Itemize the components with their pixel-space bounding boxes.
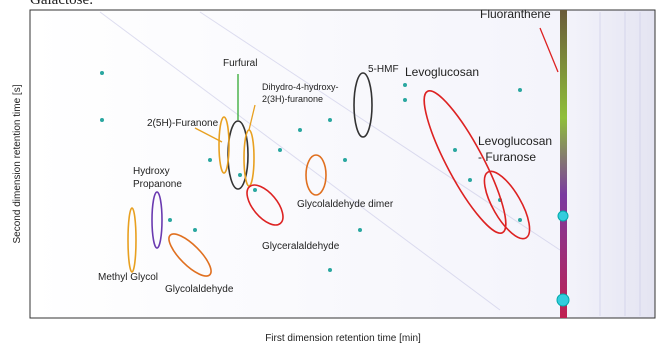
label: 2(3H)-furanone [262, 94, 323, 104]
label: Glycolaldehyde [165, 284, 234, 295]
label: Levoglucosan [478, 134, 552, 148]
label: Propanone [133, 179, 182, 190]
column-bleed-band [560, 10, 567, 318]
x-axis-label: First dimension retention time [min] [265, 333, 421, 344]
label: Hydroxy [133, 166, 170, 177]
label: Glycolaldehyde dimer [297, 199, 394, 210]
label: 5-HMF [368, 64, 399, 75]
caption: Galactose: [30, 0, 93, 8]
y-axis-label: Second dimension retention time [s] [12, 84, 23, 243]
label: Levoglucosan [405, 65, 479, 79]
label: Glyceralaldehyde [262, 241, 340, 252]
label: Furfural [223, 58, 257, 69]
label: Fluoranthene [480, 7, 551, 21]
chromatogram-figure: Galactose: Fluoranthene 5-HMF Levoglucos [0, 0, 660, 352]
label: Methyl Glycol [98, 272, 158, 283]
label: 2(5H)-Furanone [147, 118, 219, 129]
label: - Furanose [478, 150, 536, 164]
label: Dihydro-4-hydroxy- [262, 82, 339, 92]
